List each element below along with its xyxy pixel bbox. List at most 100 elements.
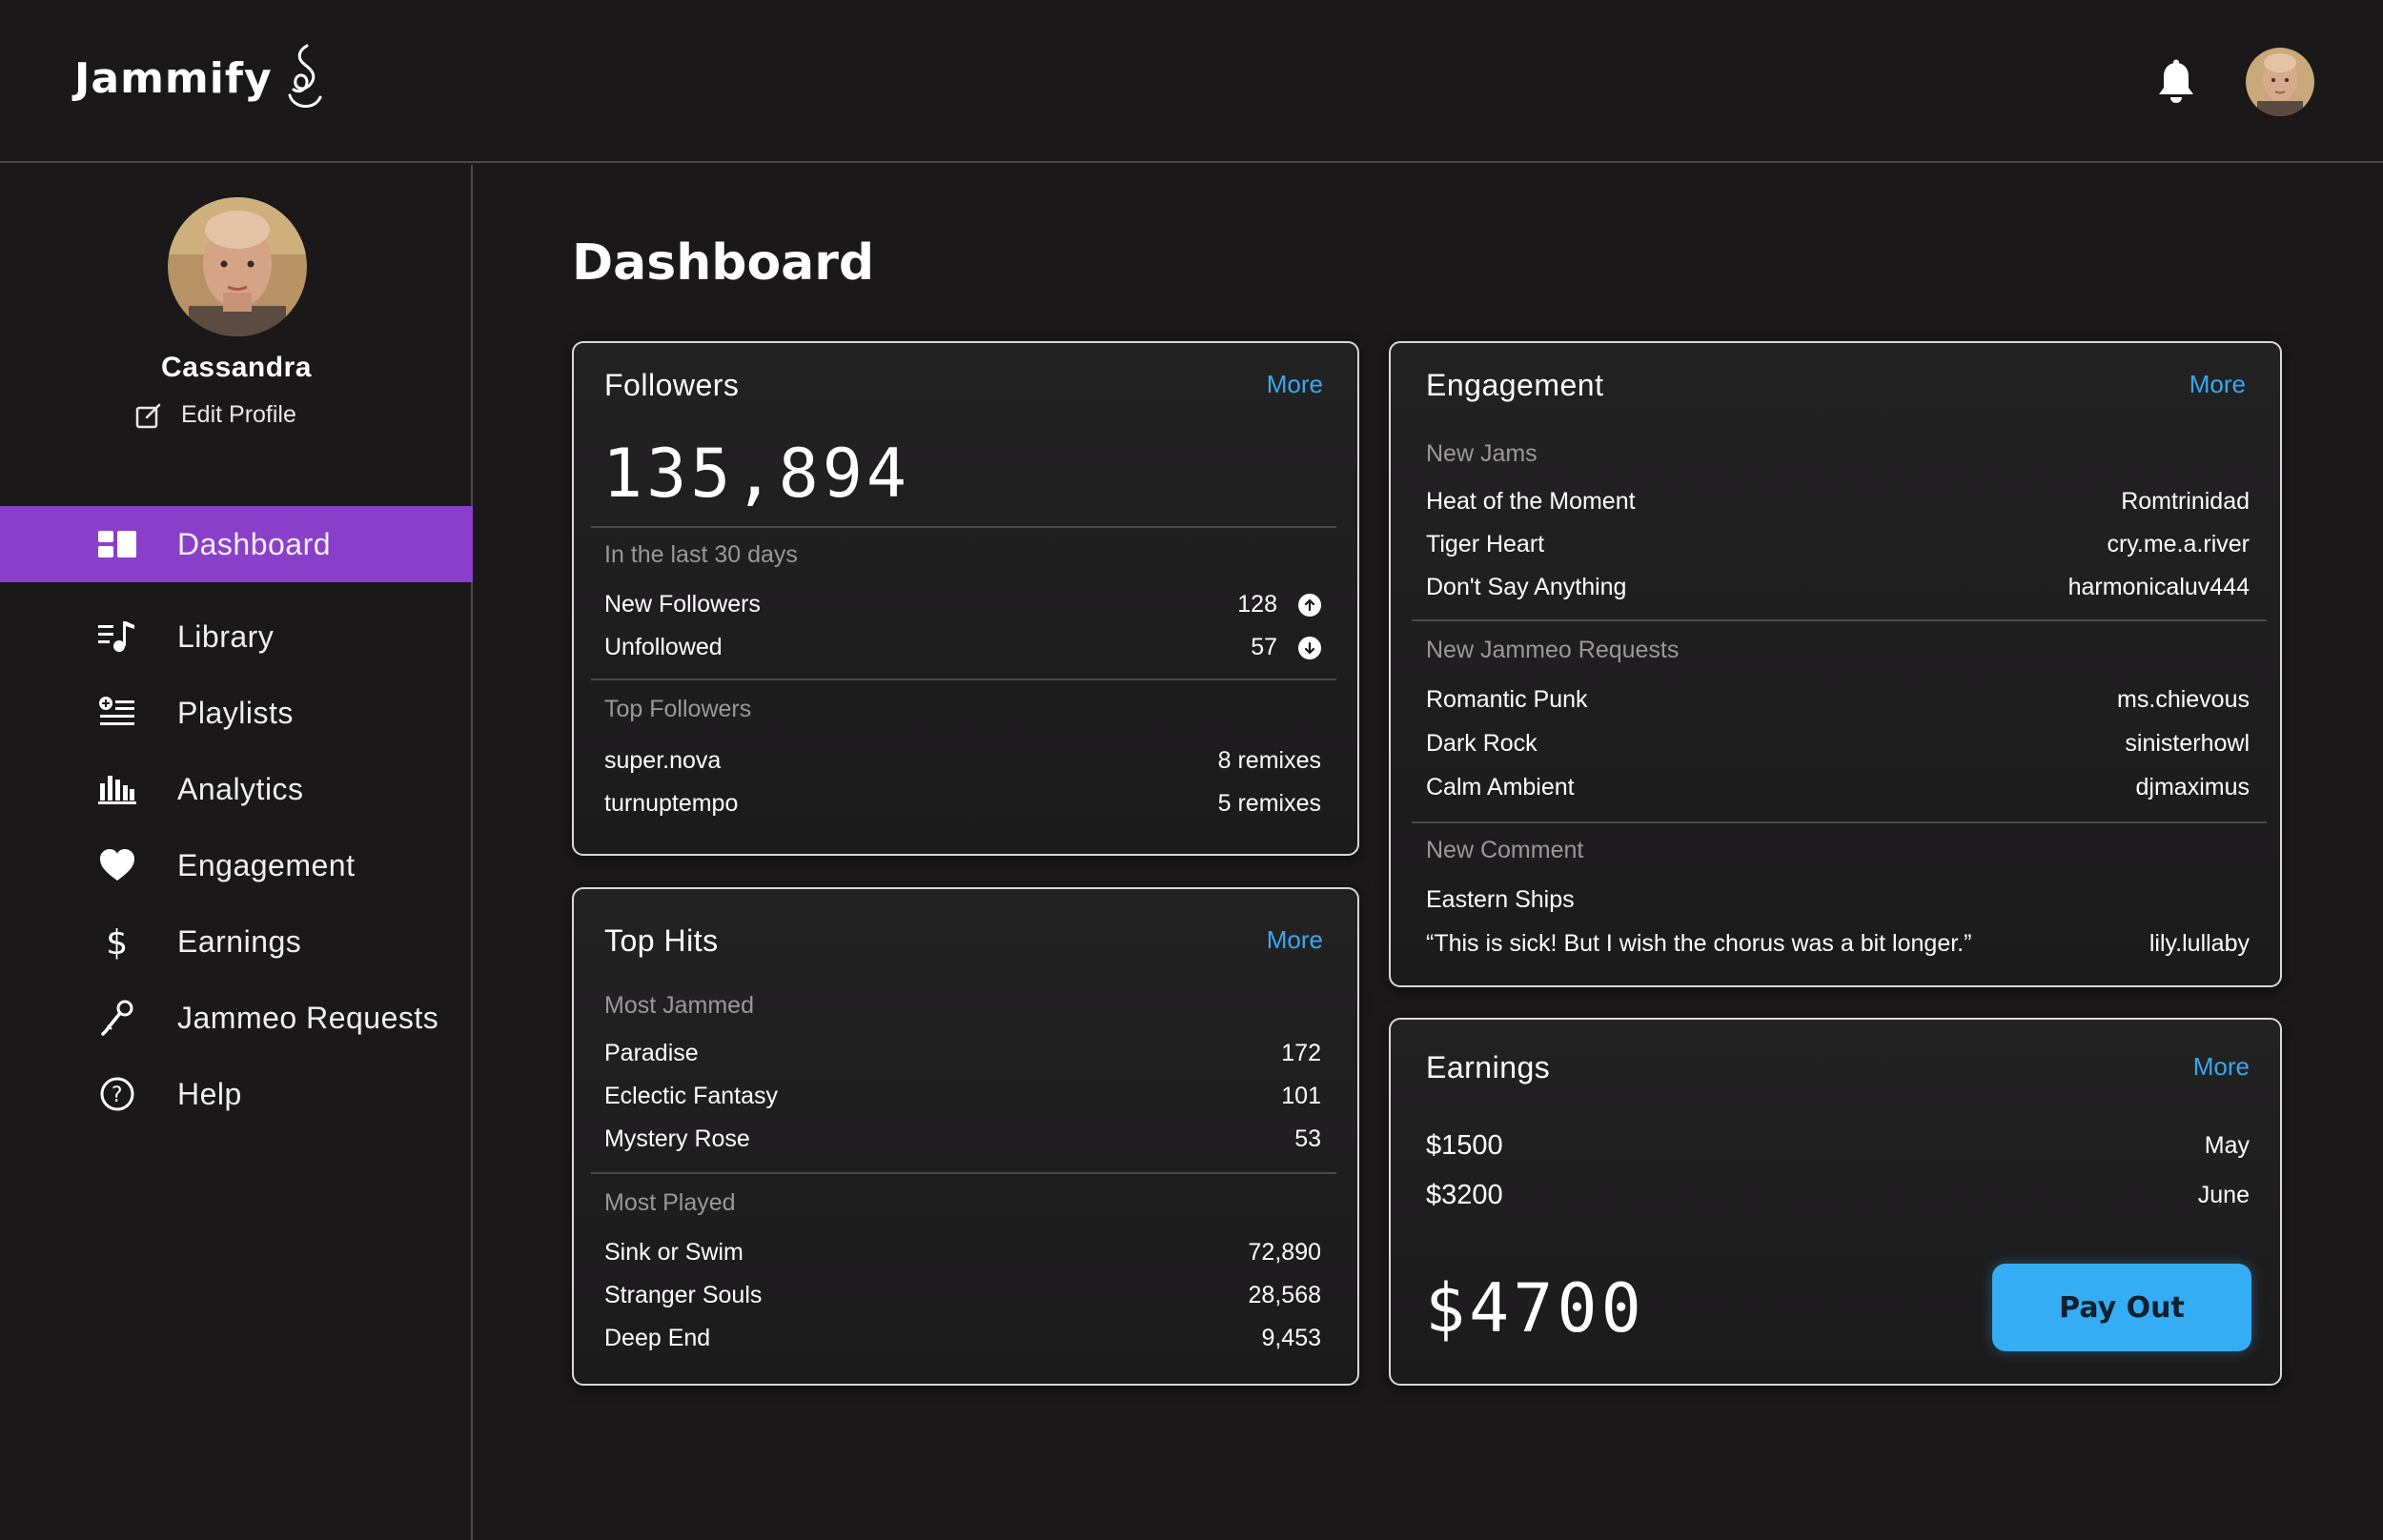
edit-profile-link[interactable]: Edit Profile (135, 401, 296, 429)
profile-name: Cassandra (161, 352, 312, 383)
arrow-down-icon (1298, 636, 1321, 659)
list-item[interactable]: Tiger Heart cry.me.a.river (1426, 531, 2250, 558)
top-hits-card: Top Hits More Most Jammed Paradise 172 E… (572, 887, 1359, 1386)
divider (591, 526, 1336, 528)
comment-song-name: Eastern Ships (1426, 886, 1575, 913)
divider (1412, 821, 2267, 823)
bell-icon[interactable] (2156, 59, 2196, 105)
section-label: New Jams (1426, 440, 1538, 467)
song-name: Mystery Rose (604, 1125, 750, 1152)
section-label: Top Followers (604, 696, 752, 722)
list-item[interactable]: Deep End 9,453 (604, 1325, 1321, 1352)
comment-text: “This is sick! But I wish the chorus was… (1426, 930, 1972, 957)
jam-name: Don't Say Anything (1426, 574, 1627, 600)
request-name: Dark Rock (1426, 730, 1538, 757)
follower-remixes: 5 remixes (1217, 790, 1321, 817)
logo-swirl-icon (288, 44, 322, 108)
song-count: 53 (1294, 1125, 1321, 1152)
section-label: New Jammeo Requests (1426, 637, 1680, 663)
engagement-more-link[interactable]: More (2189, 370, 2246, 398)
list-item[interactable]: Paradise 172 (604, 1040, 1321, 1067)
help-icon: ? (100, 1077, 134, 1111)
list-item[interactable]: Mystery Rose 53 (604, 1125, 1321, 1153)
sidebar-item-label: Engagement (177, 847, 356, 882)
comment-row[interactable]: “This is sick! But I wish the chorus was… (1426, 930, 2250, 958)
list-item[interactable]: Sink or Swim 72,890 (604, 1239, 1321, 1266)
sidebar-item-help[interactable]: ? Help (0, 1056, 473, 1132)
stat-label: Unfollowed (604, 634, 723, 660)
analytics-icon (98, 776, 136, 804)
song-name: Stranger Souls (604, 1282, 763, 1308)
sidebar-item-label: Help (177, 1076, 242, 1111)
avatar-image (2246, 48, 2314, 116)
request-name: Romantic Punk (1426, 686, 1588, 713)
request-user: sinisterhowl (2125, 730, 2250, 757)
earning-amount: $3200 (1426, 1180, 1503, 1210)
list-item[interactable]: super.nova 8 remixes (604, 747, 1321, 775)
followers-more-link[interactable]: More (1266, 370, 1323, 398)
comment-song[interactable]: Eastern Ships (1426, 886, 2250, 914)
earnings-more-link[interactable]: More (2192, 1052, 2250, 1081)
header-avatar[interactable] (2246, 48, 2314, 116)
app-name: Jammify (74, 53, 273, 103)
stat-row: Unfollowed 57 (604, 634, 1321, 661)
sidebar-item-jammeo-requests[interactable]: Jammeo Requests (0, 980, 473, 1056)
stat-row: New Followers 128 (604, 591, 1321, 618)
sidebar-item-label: Jammeo Requests (177, 1000, 439, 1035)
request-user: djmaximus (2135, 774, 2250, 800)
svg-text:?: ? (112, 1084, 123, 1107)
sidebar-item-library[interactable]: Library (0, 598, 473, 675)
jam-name: Heat of the Moment (1426, 488, 1636, 515)
request-name: Calm Ambient (1426, 774, 1575, 800)
sidebar-item-engagement[interactable]: Engagement (0, 827, 473, 903)
avatar-image (168, 197, 307, 336)
edit-icon (135, 403, 161, 428)
divider (591, 1172, 1336, 1174)
list-item[interactable]: Eclectic Fantasy 101 (604, 1083, 1321, 1110)
list-item[interactable]: Calm Ambient djmaximus (1426, 774, 2250, 801)
divider (1412, 619, 2267, 621)
divider (591, 679, 1336, 680)
section-label: Most Jammed (604, 992, 754, 1019)
app-logo[interactable]: Jammify (74, 42, 328, 114)
sidebar-item-label: Analytics (177, 771, 304, 806)
sidebar-item-playlists[interactable]: Playlists (0, 675, 473, 751)
page-title: Dashboard (572, 234, 875, 292)
svg-text:$: $ (106, 923, 128, 961)
top-hits-more-link[interactable]: More (1266, 925, 1323, 954)
request-user: ms.chievous (2117, 686, 2250, 713)
stat-value: 128 (1237, 591, 1277, 618)
earning-row: $3200 June (1426, 1180, 2250, 1211)
sidebar-item-analytics[interactable]: Analytics (0, 751, 473, 827)
list-item[interactable]: Don't Say Anything harmonicaluv444 (1426, 574, 2250, 601)
list-item[interactable]: Stranger Souls 28,568 (604, 1282, 1321, 1309)
song-count: 28,568 (1248, 1282, 1321, 1308)
earning-amount: $1500 (1426, 1130, 1503, 1161)
section-label: New Comment (1426, 837, 1584, 863)
earnings-total: $4700 (1425, 1269, 1645, 1348)
earning-row: $1500 May (1426, 1130, 2250, 1162)
list-item[interactable]: Dark Rock sinisterhowl (1426, 730, 2250, 758)
list-item[interactable]: Romantic Punk ms.chievous (1426, 686, 2250, 714)
song-name: Eclectic Fantasy (604, 1083, 779, 1109)
section-label: In the last 30 days (604, 541, 798, 568)
card-title: Earnings (1426, 1050, 1551, 1084)
jam-user: Romtrinidad (2121, 488, 2250, 515)
list-item[interactable]: Heat of the Moment Romtrinidad (1426, 488, 2250, 516)
sidebar-item-dashboard[interactable]: Dashboard (0, 506, 473, 582)
song-count: 72,890 (1248, 1239, 1321, 1266)
sidebar-item-label: Earnings (177, 923, 302, 959)
stat-label: New Followers (604, 591, 761, 618)
microphone-icon (101, 1000, 133, 1036)
engagement-card: Engagement More New Jams Heat of the Mom… (1389, 341, 2282, 987)
edit-profile-label: Edit Profile (181, 401, 296, 428)
sidebar-item-earnings[interactable]: $ Earnings (0, 903, 473, 980)
profile-avatar[interactable] (168, 197, 307, 336)
list-item[interactable]: turnuptempo 5 remixes (604, 790, 1321, 818)
arrow-up-icon (1298, 593, 1321, 617)
song-count: 101 (1281, 1083, 1321, 1109)
pay-out-button[interactable]: Pay Out (1992, 1264, 2251, 1351)
song-count: 172 (1281, 1040, 1321, 1066)
follower-remixes: 8 remixes (1217, 747, 1321, 774)
card-title: Followers (604, 368, 740, 402)
